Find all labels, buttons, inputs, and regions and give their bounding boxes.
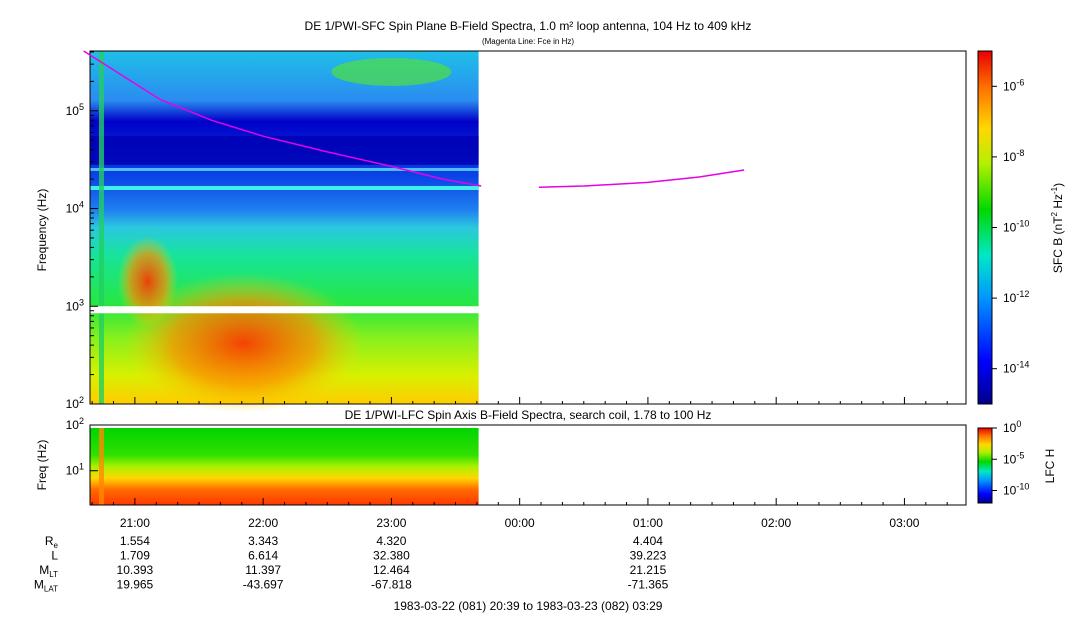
sfc-y-axis-ticks: 102 103 104 105 — [66, 51, 98, 411]
sfc-emission-region — [117, 236, 178, 327]
time-tick-label: 03:00 — [889, 516, 919, 530]
sfc-data-gap — [90, 306, 479, 314]
sfc-colorbar: 10-6 10-8 10-10 10-12 10-14 SFC B (nT2 Hz-1) — [977, 50, 1065, 405]
ephemeris-value: 6.614 — [248, 549, 278, 563]
sfc-low-intensity-band — [90, 136, 479, 165]
ephemeris-value: 32.380 — [373, 549, 410, 563]
lfc-colorbar-tick-label: 100 — [1003, 419, 1021, 435]
ephemeris-value: 3.343 — [248, 534, 278, 548]
fce-magenta-line — [83, 50, 745, 189]
ephemeris-value: 21.215 — [630, 563, 667, 577]
sfc-y-tick-label: 103 — [66, 297, 84, 313]
sfc-colorbar-label: SFC B (nT2 Hz-1) — [1050, 183, 1065, 273]
sfc-interference-line — [90, 167, 479, 171]
ephemeris-value: 4.404 — [633, 534, 663, 548]
sfc-plot-frame — [89, 50, 967, 405]
sfc-colorbar-tick-label: 10-6 — [1003, 77, 1024, 93]
lfc-perigee-stripe — [98, 428, 104, 505]
lfc-colorbar-ticks: 100 10-5 10-10 — [992, 419, 1029, 498]
ephemeris-value: 1.554 — [120, 534, 150, 548]
time-tick-label: 23:00 — [376, 516, 406, 530]
sfc-colorbar-tick-label: 10-10 — [1003, 219, 1029, 235]
lfc-spectrogram-panel: 101 102 Freq (Hz) 21:00 22:00 23:00 00:00 01:… — [35, 397, 967, 530]
sfc-y-tick-label: 105 — [66, 102, 84, 118]
lfc-colorbar: 100 10-5 10-10 LFC H — [977, 419, 1057, 504]
sfc-colorbar-ticks: 10-6 10-8 10-10 10-12 10-14 — [992, 77, 1029, 376]
sfc-subtitle: (Magenta Line: Fce in Hz) — [482, 37, 574, 46]
lfc-heatmap-image — [90, 428, 479, 505]
date-range-label: 1983-03-22 (081) 20:39 to 1983-03-23 (08… — [394, 599, 663, 613]
lfc-colorbar-label: LFC H — [1043, 449, 1057, 484]
ephemeris-row-label: L — [51, 549, 58, 563]
sfc-perigee-stripe — [98, 51, 104, 404]
ephemeris-table: Re 1.554 3.343 4.320 4.404 L 1.709 6.614 32.380 3… — [34, 534, 669, 594]
lfc-colorbar-tick-label: 10-10 — [1003, 482, 1029, 498]
ephemeris-row-label: MLAT — [34, 578, 58, 594]
ephemeris-value: 1.709 — [120, 549, 150, 563]
ephemeris-value: -43.697 — [243, 578, 284, 592]
ephemeris-value: 10.393 — [117, 563, 154, 577]
sfc-emission-region — [331, 57, 452, 86]
sfc-heatmap-image — [90, 51, 479, 414]
time-tick-label: 01:00 — [633, 516, 663, 530]
sfc-y-tick-label: 102 — [66, 395, 84, 411]
time-tick-label: 02:00 — [761, 516, 791, 530]
time-axis-ticks: 21:00 22:00 23:00 00:00 01:00 02:00 03:00 — [91, 397, 948, 530]
lfc-title: DE 1/PWI-LFC Spin Axis B-Field Spectra, … — [345, 408, 712, 422]
ephemeris-row-label: Re — [45, 534, 59, 550]
sfc-colorbar-tick-label: 10-14 — [1003, 360, 1029, 376]
lfc-y-tick-label: 102 — [66, 416, 84, 432]
lfc-colorbar-gradient — [977, 427, 993, 504]
sfc-colorbar-gradient — [977, 50, 993, 405]
time-tick-label: 22:00 — [248, 516, 278, 530]
lfc-y-axis-label: Freq (Hz) — [35, 440, 49, 491]
sfc-y-tick-label: 104 — [66, 200, 84, 216]
time-tick-label: 21:00 — [120, 516, 150, 530]
sfc-colorbar-tick-label: 10-8 — [1003, 148, 1024, 164]
ephemeris-value: 39.223 — [630, 549, 667, 563]
ephemeris-value: 11.397 — [245, 563, 281, 577]
lfc-y-axis-ticks: 101 102 — [66, 416, 98, 478]
lfc-colorbar-tick-label: 10-5 — [1003, 450, 1024, 466]
sfc-y-axis-label: Frequency (Hz) — [35, 189, 49, 272]
ephemeris-value: 19.965 — [117, 578, 154, 592]
ephemeris-row-label: MLT — [39, 563, 58, 579]
sfc-spectrogram-panel: 102 103 104 105 Frequency (Hz) — [35, 50, 967, 414]
sfc-interference-line — [90, 186, 479, 191]
sfc-colorbar-tick-label: 10-12 — [1003, 289, 1029, 305]
ephemeris-value: 12.464 — [373, 563, 410, 577]
lfc-spectrum-background — [90, 428, 479, 505]
lfc-plot-frame — [89, 424, 967, 506]
ephemeris-value: -71.365 — [628, 578, 669, 592]
time-tick-label: 00:00 — [505, 516, 535, 530]
ephemeris-value: 4.320 — [376, 534, 406, 548]
sfc-title: DE 1/PWI-SFC Spin Plane B-Field Spectra,… — [305, 19, 752, 33]
lfc-y-tick-label: 101 — [66, 462, 84, 478]
ephemeris-value: -67.818 — [371, 578, 412, 592]
